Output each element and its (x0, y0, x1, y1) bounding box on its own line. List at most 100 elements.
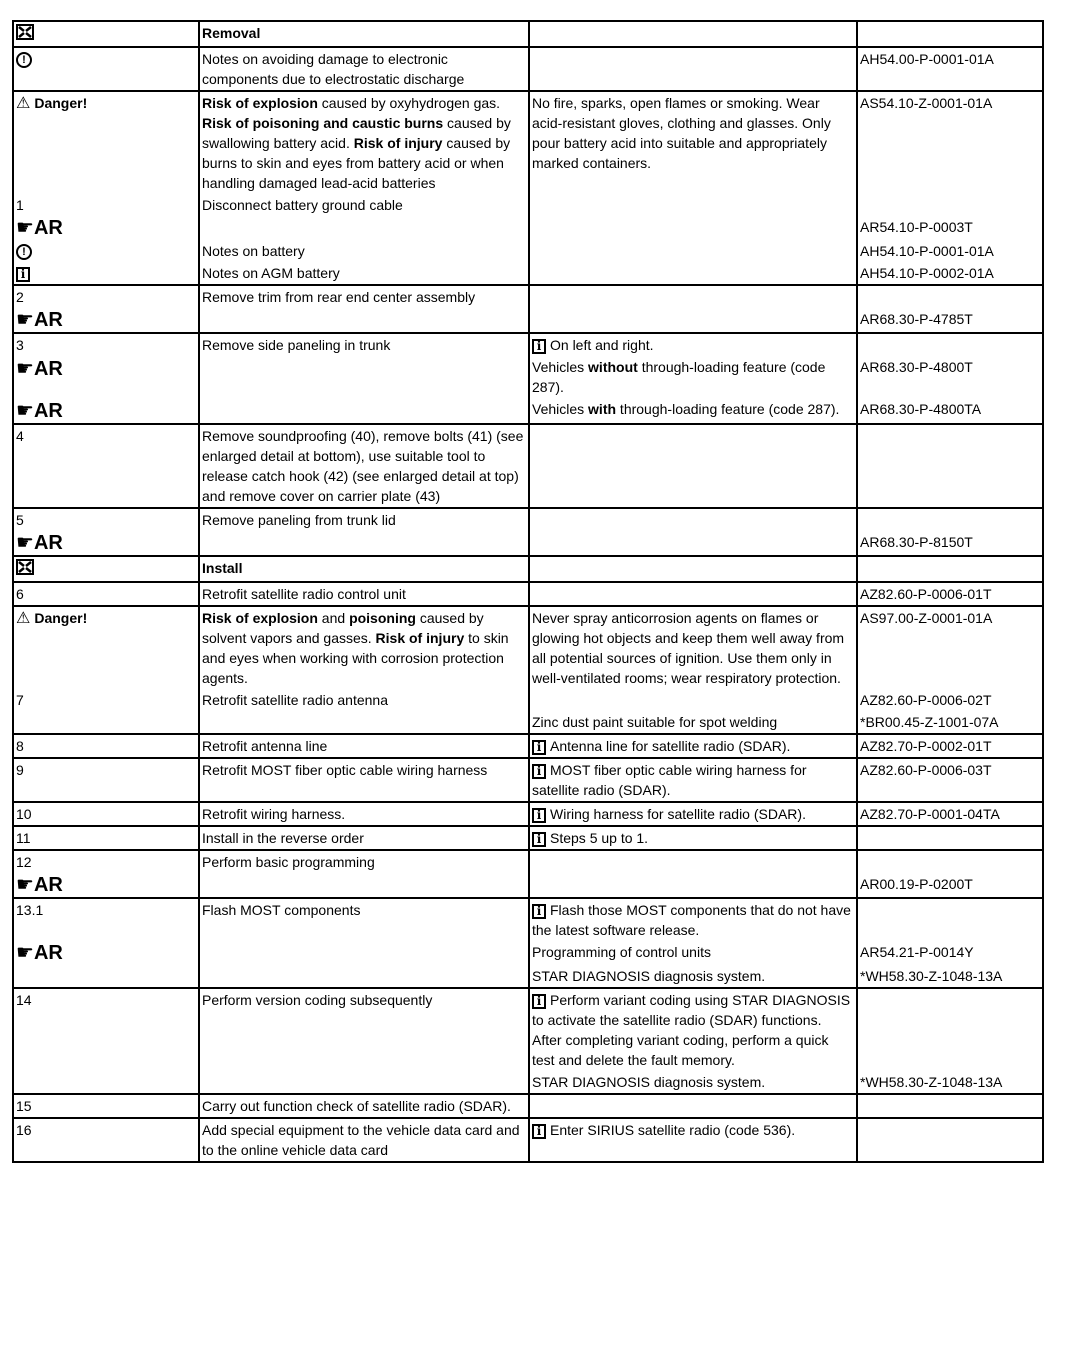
info-icon: i (532, 1124, 546, 1140)
esd-icon: ! (16, 52, 32, 69)
operation-cell: Notes on AGM battery (200, 262, 530, 285)
danger-text: Danger! (34, 94, 88, 111)
ar-link-icon[interactable]: ☛AR (16, 217, 63, 239)
cell-text: Disconnect battery ground cable (202, 196, 403, 213)
note-cell: i On left and right. (530, 334, 858, 357)
info-icon: i (16, 266, 30, 282)
cell-text: 3 (16, 337, 24, 354)
info-icon: i (532, 807, 546, 823)
cell-text: Remove side paneling in trunk (202, 337, 391, 354)
operation-cell: Risk of explosion caused by oxyhydrogen … (200, 91, 530, 194)
cell-text: Add special equipment to the vehicle dat… (202, 1122, 520, 1159)
cell-text: 6 (16, 585, 24, 602)
ar-link-icon[interactable]: ☛AR (16, 358, 63, 380)
step-cell: 12 (14, 850, 200, 873)
note-cell (530, 508, 858, 531)
reference-cell: AZ82.60-P-0006-01T (858, 583, 1044, 605)
ar-label: AR (33, 531, 63, 554)
bold-text: Risk of injury (375, 629, 465, 646)
note-cell (530, 286, 858, 309)
note-cell: Zinc dust paint suitable for spot weldin… (530, 710, 858, 733)
reference-code[interactable]: AZ82.60-P-0006-01T (860, 585, 992, 602)
note-cell: i Wiring harness for satellite radio (SDA… (530, 802, 858, 825)
note-cell (530, 1095, 858, 1118)
reference-cell (858, 334, 1044, 356)
reference-code[interactable]: AH54.10-P-0001-01A (860, 243, 994, 260)
reference-code[interactable]: *WH58.30-Z-1048-13A (860, 968, 1003, 985)
operation-cell: Removal (200, 22, 530, 46)
note-cell (530, 308, 858, 333)
operation-cell (200, 710, 530, 733)
step-cell: ! (14, 240, 200, 263)
step-cell: 13.1 (14, 899, 200, 942)
reference-code[interactable]: *WH58.30-Z-1048-13A (860, 1074, 1003, 1091)
reference-code[interactable]: AR00.19-P-0200T (860, 875, 973, 892)
step-cell: ☛AR (14, 308, 200, 333)
reference-cell (858, 22, 1044, 46)
cell-text: STAR DIAGNOSIS diagnosis system. (532, 1074, 766, 1091)
step-cell: 3 (14, 334, 200, 357)
reference-code[interactable]: AR68.30-P-4800TA (860, 401, 982, 418)
cell-text: Vehicles (532, 401, 589, 418)
cell-text: Install in the reverse order (202, 829, 364, 846)
row-segment: 6 Retrofit satellite radio control unit AZ… (14, 582, 1044, 605)
bold-text: Risk of explosion (202, 609, 318, 626)
reference-code[interactable]: *BR00.45-Z-1001-07A (860, 713, 999, 730)
ar-link-icon[interactable]: ☛AR (16, 532, 63, 554)
step-cell: 8 (14, 734, 200, 757)
reference-code[interactable]: AR68.30-P-4800T (860, 359, 973, 376)
reference-code[interactable]: AZ82.70-P-0002-01T (860, 737, 992, 754)
cell-text: Perform variant coding using STAR DIAGNO… (532, 992, 851, 1069)
note-cell: No fire, sparks, open flames or smoking.… (530, 91, 858, 194)
operation-cell (200, 308, 530, 333)
cell-text: 11 (16, 829, 31, 846)
row-segment: 13.1 Flash MOST components i Flash those MO… (14, 899, 1042, 942)
reference-code[interactable]: AS97.00-Z-0001-01A (860, 609, 993, 626)
reference-code[interactable]: AR68.30-P-8150T (860, 533, 973, 550)
table-row: 11 Install in the reverse order i Steps 5 u… (14, 826, 1044, 851)
operation-cell: Carry out function check of satellite ra… (200, 1095, 530, 1118)
operation-cell: Remove paneling from trunk lid (200, 508, 530, 531)
operation-cell: Notes on battery (200, 240, 530, 263)
reference-cell: AS54.10-Z-0001-01A (858, 92, 1044, 194)
row-segment: ☛AR AR68.30-P-4785T (14, 308, 1042, 333)
reference-code[interactable]: AH54.10-P-0002-01A (860, 265, 994, 282)
note-cell: i MOST fiber optic cable wiring harness f… (530, 758, 858, 801)
step-cell: 4 (14, 424, 200, 507)
reference-code[interactable]: AR68.30-P-4785T (860, 311, 973, 328)
reference-code[interactable]: AR54.21-P-0014Y (860, 944, 974, 961)
cell-text: On left and right. (550, 337, 654, 354)
ar-link-icon[interactable]: ☛AR (16, 400, 63, 422)
ar-link-icon[interactable]: ☛AR (16, 942, 63, 964)
cell-text: No fire, sparks, open flames or smoking.… (532, 94, 831, 171)
row-segment: ⚠ Danger! Risk of explosion caused by oxyh… (14, 91, 1044, 194)
reference-code[interactable]: AH54.00-P-0001-01A (860, 50, 994, 67)
step-cell (14, 1071, 200, 1094)
table-row: Install (14, 556, 1044, 583)
table-row: 4 Remove soundproofing (40), remove bolts… (14, 424, 1042, 509)
operation-cell: Retrofit MOST fiber optic cable wiring h… (200, 758, 530, 801)
table-row: ⚠ Danger! Risk of explosion caused by oxyh… (14, 91, 1044, 287)
cell-text: Programming of control units (532, 944, 711, 961)
row-segment: ☛AR Vehicles without through-loading feat… (14, 356, 1042, 399)
reference-code[interactable]: AS54.10-Z-0001-01A (860, 94, 993, 111)
ar-link-icon[interactable]: ☛AR (16, 309, 63, 331)
ar-link-icon[interactable]: ☛AR (16, 874, 63, 896)
reference-code[interactable]: AZ82.60-P-0006-03T (860, 761, 992, 778)
reference-code[interactable]: AR54.10-P-0003T (860, 218, 973, 235)
reference-cell: AS97.00-Z-0001-01A (858, 607, 1044, 689)
operation-cell (200, 398, 530, 423)
reference-cell: AH54.00-P-0001-01A (858, 48, 1044, 90)
reference-cell: AZ82.70-P-0002-01T (858, 735, 1044, 757)
reference-code[interactable]: AZ82.70-P-0001-04TA (860, 805, 1000, 822)
reference-code[interactable]: AZ82.60-P-0006-02T (860, 691, 992, 708)
operation-cell: Add special equipment to the vehicle dat… (200, 1119, 530, 1162)
step-cell: 6 (14, 582, 200, 605)
row-segment: 4 Remove soundproofing (40), remove bolts… (14, 424, 1042, 507)
reference-cell (858, 557, 1044, 581)
reference-cell: *WH58.30-Z-1048-13A (858, 965, 1044, 987)
reference-cell (858, 827, 1044, 849)
row-segment: i Notes on AGM battery AH54.10-P-0002-01A (14, 262, 1042, 285)
cell-text: 8 (16, 737, 24, 754)
row-segment: STAR DIAGNOSIS diagnosis system. *WH58.30… (14, 965, 1044, 988)
